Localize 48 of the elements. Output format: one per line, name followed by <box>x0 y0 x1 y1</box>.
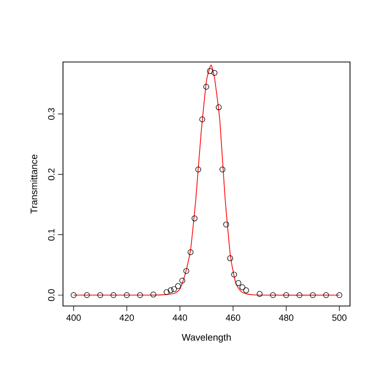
x-tick-label: 500 <box>332 314 347 321</box>
point <box>110 292 116 298</box>
point <box>283 292 290 298</box>
y-tick-label: 0.2 <box>48 168 54 180</box>
point <box>150 292 156 298</box>
point <box>179 278 186 284</box>
point <box>84 292 90 298</box>
point <box>70 292 77 298</box>
x-axis-title: Wavelength <box>182 334 231 343</box>
line-series <box>73 64 340 296</box>
point <box>203 84 210 90</box>
point <box>175 283 181 289</box>
x-tick-label: 420 <box>120 314 134 321</box>
point <box>199 116 206 122</box>
point <box>227 255 234 262</box>
point <box>220 166 226 172</box>
y-tick-label: 0.3 <box>48 108 54 120</box>
point <box>231 272 238 278</box>
point <box>124 292 130 298</box>
x-tick-label: 460 <box>226 314 240 321</box>
x-tick-label: 480 <box>278 314 294 321</box>
point <box>207 68 213 74</box>
point <box>296 292 302 298</box>
point <box>188 249 194 256</box>
point <box>256 291 263 297</box>
point <box>192 216 198 222</box>
point <box>223 222 230 228</box>
x-tick-label: 440 <box>172 314 188 321</box>
point <box>323 292 329 298</box>
point <box>171 286 177 292</box>
point <box>168 287 174 294</box>
y-tick-label: 0.1 <box>48 228 54 241</box>
point <box>97 292 104 298</box>
point <box>235 280 242 286</box>
point <box>310 292 316 298</box>
point <box>183 268 190 274</box>
point <box>216 104 222 110</box>
point <box>239 284 246 290</box>
point <box>212 70 218 76</box>
y-axis-title: Transmittance <box>30 154 38 214</box>
point <box>336 292 342 298</box>
point <box>164 289 170 296</box>
point <box>195 166 202 172</box>
x-tick-label: 400 <box>66 314 81 321</box>
point <box>137 292 143 298</box>
y-tick-label: 0.0 <box>48 289 54 302</box>
point <box>270 292 276 298</box>
point <box>243 287 249 294</box>
